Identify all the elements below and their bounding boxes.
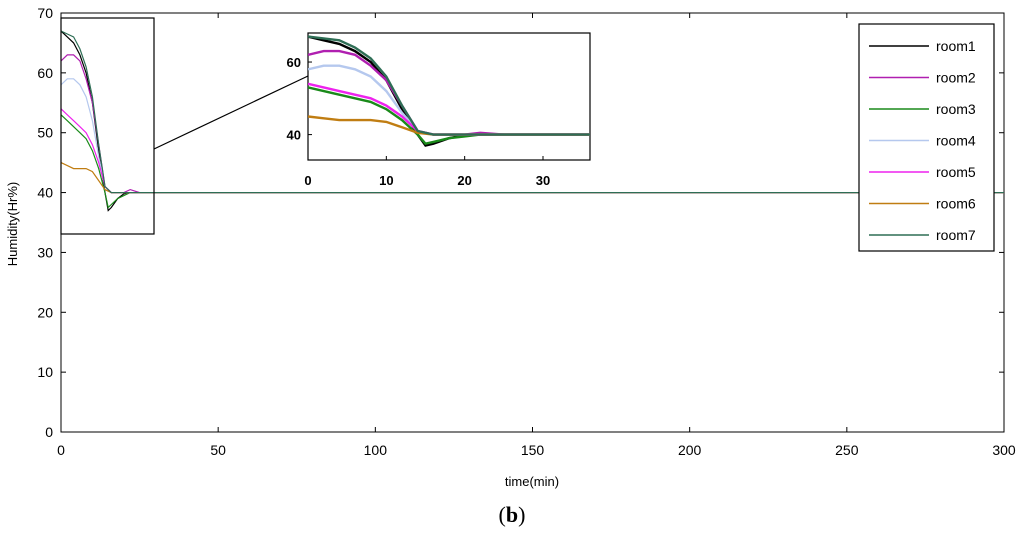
legend-label-room6: room6: [936, 196, 976, 212]
y-tick-label: 40: [37, 185, 53, 201]
legend: room1 room2 room3 room4 room5 room6 room7: [858, 23, 995, 252]
zoom-connector-line: [153, 75, 309, 150]
x-tick-label: 250: [835, 442, 859, 458]
caption-close: ): [518, 502, 526, 527]
inset-x-tick-label: 0: [304, 173, 311, 188]
zoom-box: [60, 17, 309, 235]
zoom-rectangle: [60, 17, 155, 235]
x-tick-label: 150: [521, 442, 545, 458]
inset-plot: 0 10 20 30 40 60: [287, 32, 591, 188]
y-axis-label: Humidity(Hr%): [5, 182, 20, 267]
legend-label-room3: room3: [936, 101, 976, 117]
legend-label-room2: room2: [936, 70, 976, 86]
legend-label-room7: room7: [936, 227, 976, 243]
x-tick-label: 300: [992, 442, 1016, 458]
x-tick-label: 0: [57, 442, 65, 458]
inset-x-tick-label: 10: [379, 173, 393, 188]
y-tick-label: 10: [37, 364, 53, 380]
legend-box: [858, 23, 995, 252]
caption-open: (: [498, 502, 506, 527]
x-tick-label: 200: [678, 442, 702, 458]
inset-x-tick-label: 30: [536, 173, 550, 188]
inset-y-tick-label: 60: [287, 55, 301, 70]
y-tick-label: 50: [37, 125, 53, 141]
y-tick-label: 70: [37, 5, 53, 21]
y-tick-label: 0: [45, 424, 53, 440]
figure-caption: (b): [0, 502, 1024, 528]
x-tick-label: 50: [210, 442, 226, 458]
legend-label-room4: room4: [936, 133, 976, 149]
caption-letter: b: [505, 502, 519, 527]
y-tick-label: 20: [37, 304, 53, 320]
inset-series-line-room7: [308, 35, 590, 136]
inset-x-tick-label: 20: [457, 173, 471, 188]
series-line-room7: [60, 30, 1004, 194]
series-line-room3: [60, 114, 1004, 209]
legend-label-room1: room1: [936, 38, 976, 54]
inset-y-tick-label: 40: [287, 128, 301, 143]
x-tick-label: 100: [364, 442, 388, 458]
y-tick-label: 60: [37, 65, 53, 81]
x-axis-label: time(min): [505, 474, 559, 489]
legend-label-room5: room5: [936, 164, 976, 180]
y-tick-label: 30: [37, 244, 53, 260]
